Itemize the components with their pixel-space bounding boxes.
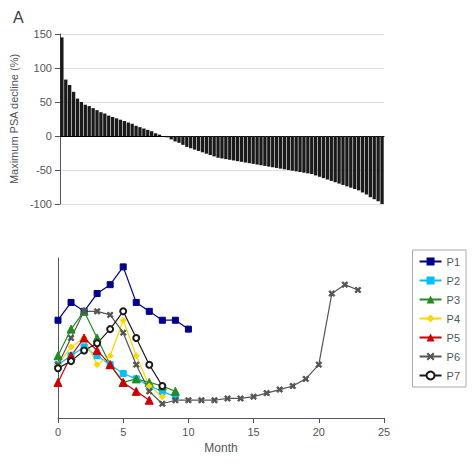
svg-text:-50: -50 — [36, 164, 52, 176]
svg-text:Month: Month — [204, 441, 237, 455]
svg-text:150: 150 — [34, 28, 52, 40]
svg-text:-100: -100 — [30, 198, 52, 210]
svg-text:20: 20 — [313, 426, 325, 438]
svg-text:P5: P5 — [447, 332, 460, 344]
svg-text:P1: P1 — [447, 256, 460, 268]
svg-text:P3: P3 — [447, 294, 460, 306]
svg-text:Maximum PSA decline (%): Maximum PSA decline (%) — [8, 54, 20, 184]
svg-text:50: 50 — [40, 96, 52, 108]
svg-text:P4: P4 — [447, 313, 460, 325]
svg-text:100: 100 — [34, 62, 52, 74]
svg-text:0: 0 — [55, 426, 61, 438]
svg-text:0: 0 — [46, 130, 52, 142]
svg-text:5: 5 — [120, 426, 126, 438]
svg-text:P6: P6 — [447, 351, 460, 363]
svg-text:25: 25 — [378, 426, 390, 438]
svg-text:P2: P2 — [447, 275, 460, 287]
svg-text:10: 10 — [182, 426, 194, 438]
svg-text:A: A — [13, 9, 24, 26]
svg-text:15: 15 — [247, 426, 259, 438]
svg-text:P7: P7 — [447, 370, 460, 382]
